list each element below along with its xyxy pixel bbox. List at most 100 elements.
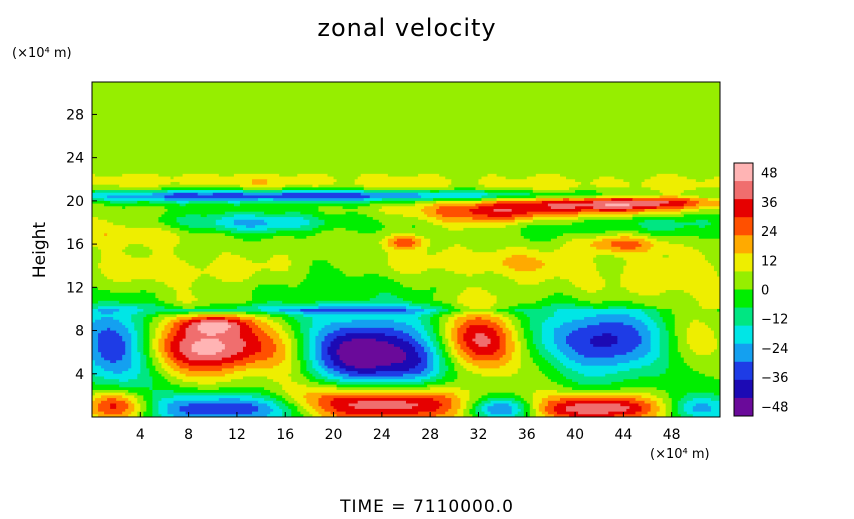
heatmap-cell <box>249 325 259 329</box>
heatmap-cell <box>381 244 389 248</box>
heatmap-cell <box>659 195 679 199</box>
heatmap-cell <box>529 238 552 242</box>
heatmap-cell <box>306 376 317 380</box>
heatmap-cell <box>632 233 652 237</box>
heatmap-cell <box>692 349 715 353</box>
heatmap-cell <box>418 352 428 356</box>
heatmap-cell <box>520 354 531 359</box>
heatmap-cell <box>572 387 621 391</box>
heatmap-cell <box>264 219 310 224</box>
heatmap-cell <box>478 398 489 402</box>
heatmap-cell <box>233 219 265 224</box>
heatmap-cell <box>469 208 495 213</box>
heatmap-cell <box>541 325 561 329</box>
heatmap-cell <box>107 327 111 332</box>
heatmap-cell <box>659 346 670 351</box>
heatmap-cell <box>104 411 123 415</box>
heatmap-cell <box>345 273 365 278</box>
heatmap-cell <box>92 371 114 375</box>
heatmap-cell <box>191 284 259 288</box>
heatmap-cell <box>511 408 522 413</box>
heatmap-cell <box>312 317 419 321</box>
heatmap-cell <box>131 360 141 364</box>
heatmap-cell <box>511 373 546 378</box>
heatmap-cell <box>92 173 96 178</box>
heatmap-cell <box>92 100 720 105</box>
heatmap-cell <box>92 352 102 356</box>
heatmap-cell <box>306 368 317 372</box>
heatmap-cell <box>415 376 431 380</box>
heatmap-cell <box>170 176 175 180</box>
heatmap-cell <box>593 306 609 310</box>
heatmap-cell <box>245 300 268 305</box>
heatmap-cell <box>303 354 310 359</box>
heatmap-cell <box>656 238 720 242</box>
heatmap-cell <box>185 335 241 340</box>
heatmap-cell <box>430 346 437 351</box>
heatmap-cell <box>478 179 576 183</box>
heatmap-cell <box>650 333 661 337</box>
heatmap-cell <box>454 392 471 396</box>
heatmap-cell <box>167 284 193 288</box>
heatmap-cell <box>602 238 646 242</box>
heatmap-cell <box>221 279 244 283</box>
heatmap-cell <box>427 252 437 256</box>
heatmap-cell <box>107 219 160 224</box>
heatmap-cell <box>101 252 126 256</box>
heatmap-cell <box>258 335 271 340</box>
heatmap-cell <box>572 368 631 372</box>
heatmap-cell <box>92 300 99 305</box>
heatmap-cell <box>584 198 612 202</box>
heatmap-cell <box>345 333 386 337</box>
heatmap-cell <box>158 371 169 375</box>
heatmap-cell <box>406 322 422 326</box>
heatmap-cell <box>170 346 181 351</box>
heatmap-cell <box>176 244 383 248</box>
heatmap-cell <box>553 338 567 342</box>
heatmap-cell <box>396 295 434 299</box>
heatmap-cell <box>547 400 567 405</box>
heatmap-cell <box>369 200 416 205</box>
heatmap-cell <box>291 379 310 383</box>
heatmap-cell <box>569 279 606 283</box>
heatmap-cell <box>415 235 425 240</box>
heatmap-cell <box>176 290 193 294</box>
heatmap-cell <box>481 200 498 205</box>
heatmap-cell <box>502 319 513 324</box>
heatmap-cell <box>677 403 685 407</box>
heatmap-cell <box>484 184 579 188</box>
heatmap-cell <box>375 338 404 342</box>
heatmap-cell <box>288 322 301 326</box>
heatmap-cell <box>233 222 268 226</box>
heatmap-cell <box>421 195 483 199</box>
heatmap-cell <box>490 314 504 318</box>
heatmap-cell <box>98 308 120 313</box>
heatmap-cell <box>487 414 516 417</box>
heatmap-cell <box>532 357 546 361</box>
heatmap-cell <box>457 352 467 356</box>
heatmap-cell <box>312 360 320 364</box>
heatmap-cell <box>511 254 528 259</box>
heatmap-cell <box>487 325 501 329</box>
heatmap-cell <box>233 371 292 375</box>
heatmap-cell <box>448 319 455 324</box>
heatmap-cell <box>224 317 241 321</box>
heatmap-cell <box>499 338 507 342</box>
heatmap-cell <box>575 179 594 183</box>
heatmap-cell <box>475 400 483 405</box>
heatmap-cell <box>104 273 202 278</box>
heatmap-cell <box>593 260 627 264</box>
heatmap-cell <box>143 327 150 332</box>
heatmap-cell <box>101 354 123 359</box>
heatmap-cell <box>427 360 434 364</box>
heatmap-cell <box>273 365 292 369</box>
heatmap-cell <box>569 414 615 417</box>
heatmap-cell <box>137 344 144 348</box>
heatmap-cell <box>469 392 489 396</box>
heatmap-cell <box>704 322 720 326</box>
heatmap-cell <box>92 119 720 124</box>
heatmap-cell <box>215 222 235 226</box>
heatmap-cell <box>98 300 120 305</box>
heatmap-cell <box>300 327 310 332</box>
heatmap-cell <box>602 276 621 280</box>
